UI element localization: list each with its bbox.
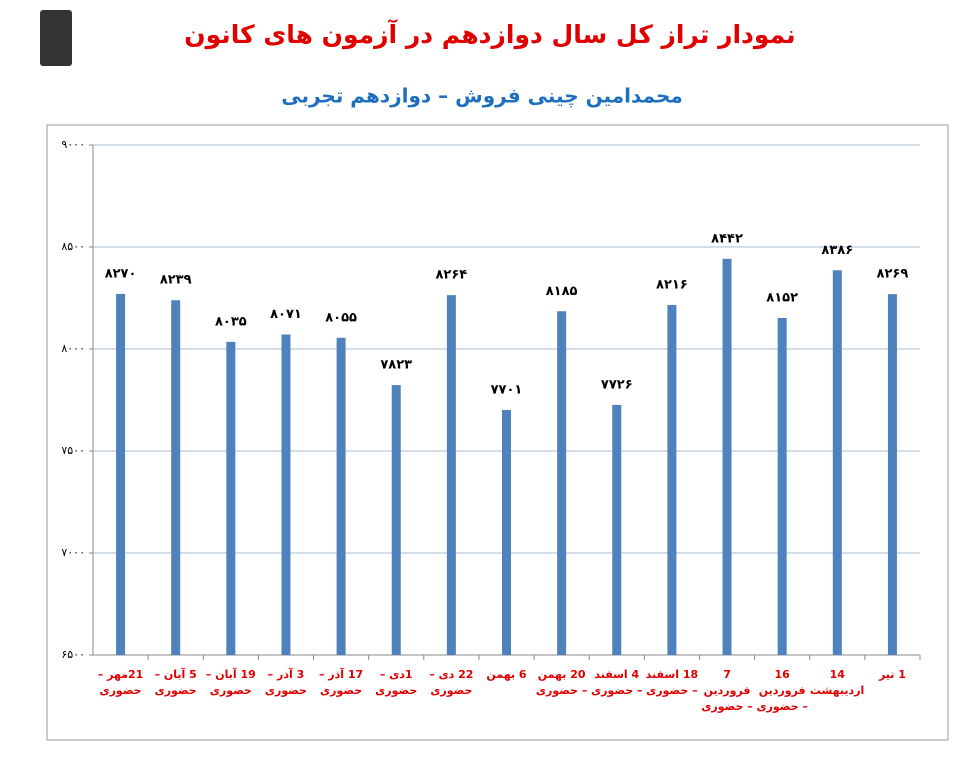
x-tick-label: 18 اسفند – حضوری (645, 668, 699, 697)
bar (226, 341, 236, 655)
x-tick-label: 22 دی – حضوری (429, 668, 474, 697)
bar (446, 295, 456, 655)
y-tick-label: ۸۵۰۰ (61, 240, 85, 253)
value-label: ۸۲۷۰ (105, 266, 137, 281)
value-label: ۷۷۰۱ (491, 382, 523, 397)
y-tick-label: ۹۰۰۰ (61, 138, 85, 151)
x-tick-label: 14 اردیبهشت (809, 668, 865, 697)
x-tick-label: 5 آبان – حضوری (154, 668, 197, 697)
bar (667, 304, 677, 655)
chart-title: نمودار تراز کل سال دوازدهم در آزمون های … (184, 19, 795, 50)
value-label: ۸۲۳۹ (160, 273, 192, 288)
x-tick-label: 4 اسفند – حضوری (591, 668, 643, 697)
bar (612, 404, 622, 655)
x-tick-label: 7 فروردین – حضوری (701, 668, 753, 713)
bar (887, 294, 897, 655)
value-label: ۸۲۶۴ (435, 268, 467, 283)
x-tick-label: 16 فروردین – حضوری (756, 668, 808, 713)
value-label: ۸۲۶۹ (877, 267, 909, 282)
value-label: ۸۱۵۲ (766, 290, 798, 305)
bar (777, 317, 787, 655)
bar (116, 293, 126, 655)
logo (40, 10, 72, 66)
bar (502, 409, 511, 655)
value-label: ۸۲۱۶ (656, 277, 688, 292)
value-label: ۷۸۲۳ (380, 358, 412, 373)
bar (171, 300, 181, 655)
x-tick-label: 6 بهمن (486, 668, 527, 681)
value-label: ۷۷۲۶ (601, 377, 633, 392)
y-tick-label: ۷۰۰۰ (61, 546, 85, 559)
value-label: ۸۴۴۲ (711, 231, 743, 246)
x-tick-label: 20 بهمن – حضوری (535, 668, 588, 697)
x-tick-label: 1دی – حضوری (375, 668, 418, 697)
x-tick-label: 17 آذر – حضوری (318, 668, 364, 697)
bar (281, 334, 291, 655)
bar (557, 311, 567, 655)
chart-border (46, 124, 949, 741)
value-label: ۸۰۷۱ (270, 307, 302, 322)
value-label: ۸۱۸۵ (546, 284, 578, 299)
bar (336, 337, 346, 655)
bar (391, 385, 401, 655)
y-tick-label: ۶۵۰۰ (61, 648, 85, 661)
value-label: ۸۰۵۵ (325, 310, 357, 325)
x-tick-label: 1 تیر (878, 668, 906, 681)
value-label: ۸۳۸۶ (821, 243, 853, 258)
y-tick-label: ۸۰۰۰ (61, 342, 85, 355)
bar (722, 258, 732, 655)
chart-subtitle: محمدامین چینی فروش – دوازدهم تجربی (281, 84, 683, 109)
y-tick-label: ۷۵۰۰ (61, 444, 85, 457)
x-tick-label: 19 آبان – حضوری (205, 668, 256, 697)
x-tick-label: 3 آذر – حضوری (264, 668, 307, 697)
value-label: ۸۰۳۵ (215, 314, 247, 329)
x-tick-label: 21مهر – حضوری (97, 668, 144, 697)
bar (832, 270, 842, 655)
